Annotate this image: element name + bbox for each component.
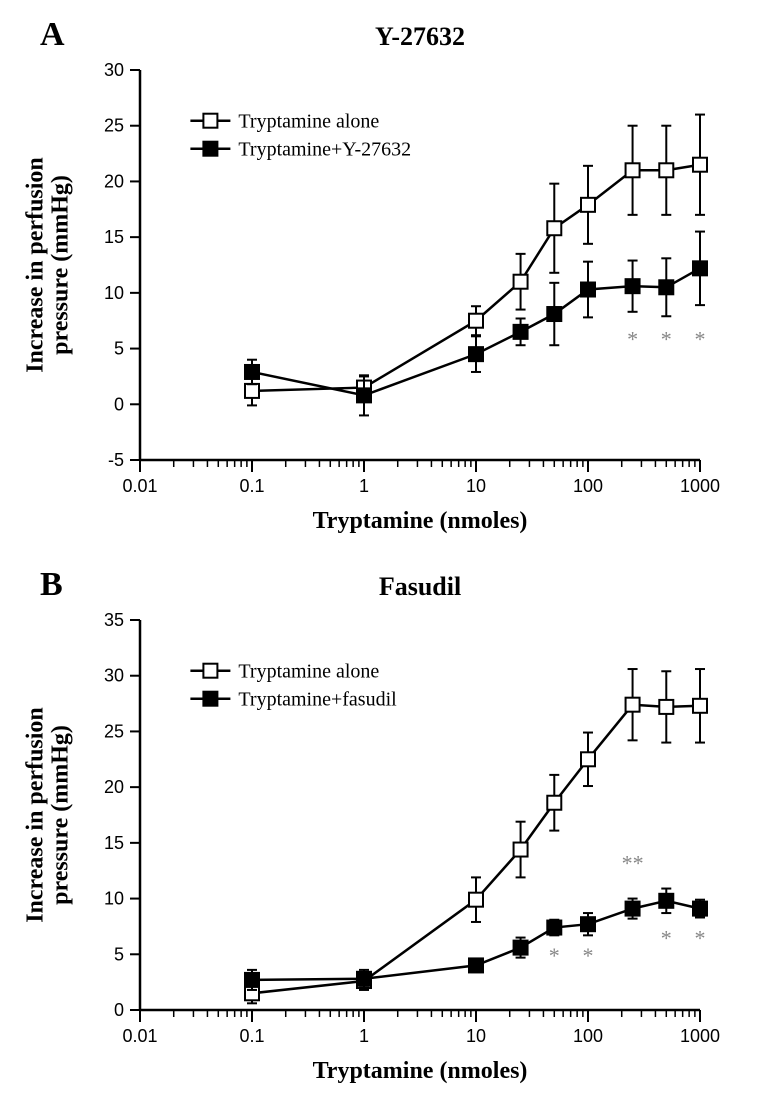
data-marker [469, 893, 483, 907]
data-marker [514, 275, 528, 289]
y-axis-label: Increase in perfusionpressure (mmHg) [22, 707, 73, 923]
legend-marker [203, 142, 217, 156]
y-tick-label: 0 [114, 394, 124, 414]
data-marker [514, 843, 528, 857]
data-marker [357, 972, 371, 986]
data-marker [547, 307, 561, 321]
y-tick-label: 10 [104, 889, 124, 909]
data-marker [581, 283, 595, 297]
x-tick-label: 10 [466, 476, 486, 496]
x-tick-label: 0.01 [122, 1026, 157, 1046]
legend-marker [203, 692, 217, 706]
legend-marker [203, 114, 217, 128]
x-tick-label: 100 [573, 476, 603, 496]
data-marker [469, 314, 483, 328]
data-marker [693, 902, 707, 916]
data-marker [659, 163, 673, 177]
x-tick-label: 100 [573, 1026, 603, 1046]
x-tick-label: 0.01 [122, 476, 157, 496]
data-marker [469, 347, 483, 361]
data-marker [581, 198, 595, 212]
series-line [252, 705, 700, 994]
x-tick-label: 1 [359, 476, 369, 496]
y-tick-label: 5 [114, 339, 124, 359]
y-tick-label: 0 [114, 1000, 124, 1020]
data-marker [547, 796, 561, 810]
data-marker [626, 698, 640, 712]
x-tick-label: 0.1 [239, 476, 264, 496]
y-tick-label: 35 [104, 610, 124, 630]
data-marker [626, 902, 640, 916]
y-axis-label: Increase in perfusionpressure (mmHg) [22, 157, 73, 373]
chart-title: Y-27632 [375, 22, 465, 51]
panel-letter: A [40, 16, 65, 53]
legend-label: Tryptamine alone [238, 661, 379, 683]
x-axis-label: Tryptamine (nmoles) [313, 1058, 528, 1084]
data-marker [581, 917, 595, 931]
legend-marker [203, 664, 217, 678]
x-tick-label: 1000 [680, 476, 720, 496]
y-tick-label: 30 [104, 60, 124, 80]
data-marker [659, 894, 673, 908]
data-marker [659, 280, 673, 294]
data-marker [547, 921, 561, 935]
y-tick-label: 20 [104, 777, 124, 797]
data-marker [693, 158, 707, 172]
y-tick-label: 15 [104, 227, 124, 247]
data-marker [469, 958, 483, 972]
data-marker [626, 163, 640, 177]
data-marker [693, 699, 707, 713]
data-marker [245, 973, 259, 987]
y-tick-label: -5 [108, 450, 124, 470]
figure-svg: AY-27632-50510152025300.010.11101001000I… [0, 0, 782, 1113]
data-marker [245, 384, 259, 398]
data-marker [581, 752, 595, 766]
data-marker [626, 279, 640, 293]
legend-label: Tryptamine+fasudil [238, 689, 397, 711]
y-tick-label: 5 [114, 944, 124, 964]
y-tick-label: 10 [104, 283, 124, 303]
data-marker [547, 221, 561, 235]
y-tick-label: 20 [104, 171, 124, 191]
x-tick-label: 10 [466, 1026, 486, 1046]
significance-marker: * [661, 925, 672, 950]
significance-marker: ** [622, 851, 644, 876]
significance-marker: * [583, 943, 594, 968]
data-marker [693, 261, 707, 275]
y-tick-label: 30 [104, 666, 124, 686]
x-tick-label: 1000 [680, 1026, 720, 1046]
data-marker [245, 365, 259, 379]
y-tick-label: 25 [104, 721, 124, 741]
data-marker [514, 941, 528, 955]
chart-panel-A: A Y-27632 -5 0 5 10 15 20 25 30 0.01 0.1 1 10 100 1000 I… [22, 16, 720, 534]
data-marker [659, 700, 673, 714]
y-tick-label: 15 [104, 833, 124, 853]
data-marker [514, 325, 528, 339]
significance-marker: * [627, 326, 638, 351]
chart-title: Fasudil [379, 572, 461, 601]
x-tick-label: 0.1 [239, 1026, 264, 1046]
panel-letter: B [40, 566, 63, 603]
x-tick-label: 1 [359, 1026, 369, 1046]
x-axis-label: Tryptamine (nmoles) [313, 508, 528, 534]
significance-marker: * [695, 925, 706, 950]
data-marker [357, 388, 371, 402]
figure: AY-27632-50510152025300.010.11101001000I… [0, 0, 782, 1113]
significance-marker: * [661, 326, 672, 351]
y-tick-label: 25 [104, 116, 124, 136]
legend-label: Tryptamine alone [238, 111, 379, 133]
significance-marker: * [695, 326, 706, 351]
legend-label: Tryptamine+Y-27632 [238, 139, 411, 161]
chart-panel-B: B Fasudil 0 5 10 15 20 25 30 35 0.01 0.1 1 10 100 1000 I… [22, 566, 720, 1084]
significance-marker: * [549, 943, 560, 968]
